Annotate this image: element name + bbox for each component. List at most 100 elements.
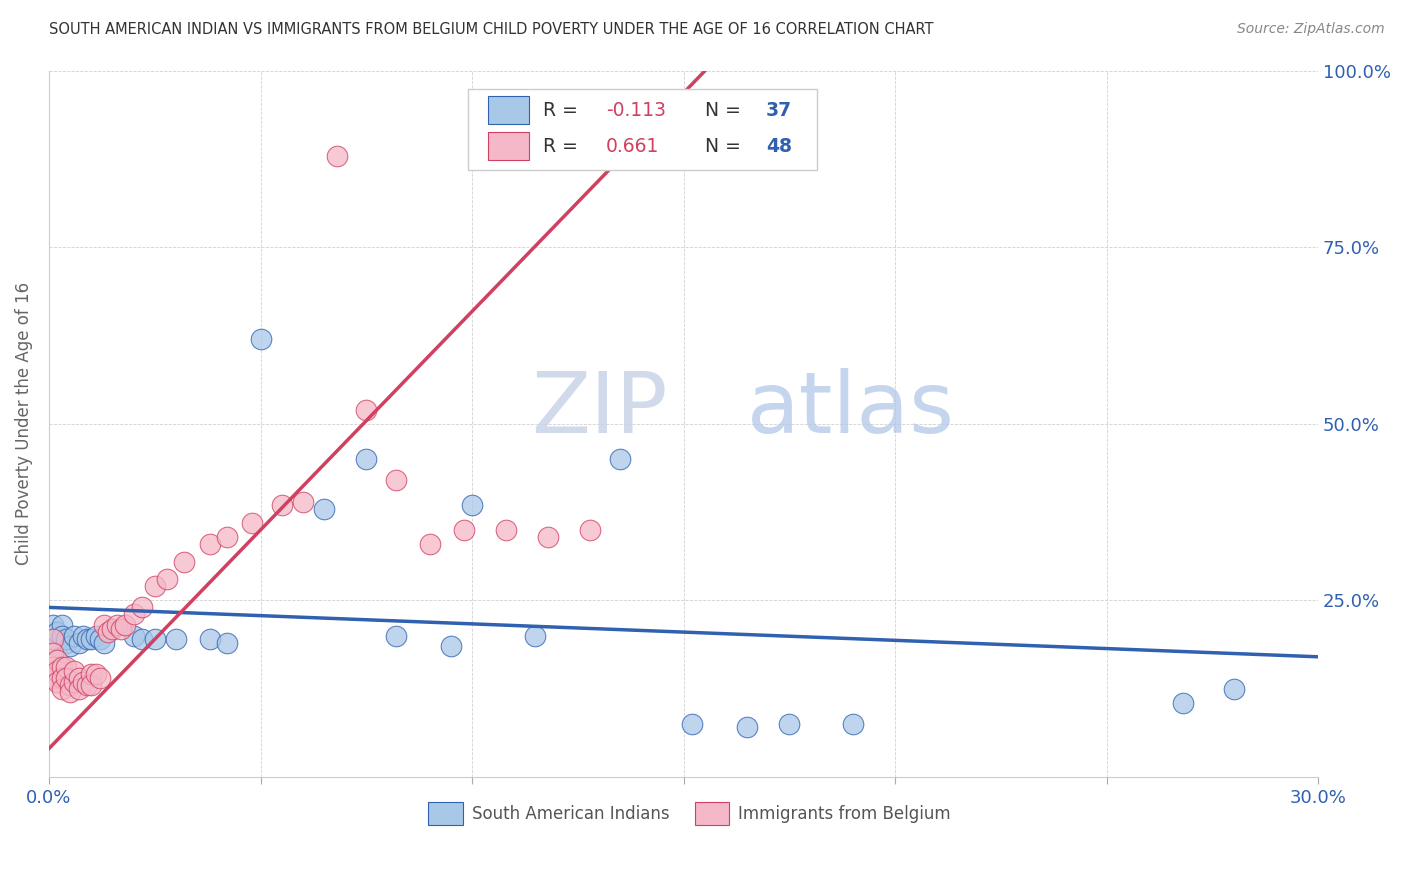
Point xyxy=(735,720,758,734)
Point xyxy=(59,678,82,692)
Point xyxy=(42,632,65,647)
Point xyxy=(579,523,602,537)
Point xyxy=(84,629,107,643)
Point xyxy=(59,685,82,699)
Point xyxy=(356,452,378,467)
Text: N =: N = xyxy=(706,137,747,156)
Point xyxy=(110,622,132,636)
Point xyxy=(89,632,111,647)
Point xyxy=(63,664,86,678)
Point xyxy=(46,625,69,640)
Point xyxy=(59,639,82,653)
Point xyxy=(385,629,408,643)
Point xyxy=(55,632,77,647)
Point xyxy=(76,632,98,647)
Point xyxy=(1171,696,1194,710)
Point xyxy=(537,530,560,544)
Point xyxy=(51,660,73,674)
Point xyxy=(46,674,69,689)
Point xyxy=(291,494,314,508)
Point xyxy=(198,537,221,551)
Point xyxy=(55,636,77,650)
Point xyxy=(51,618,73,632)
Point xyxy=(55,660,77,674)
Point xyxy=(356,402,378,417)
Point xyxy=(89,671,111,685)
Y-axis label: Child Poverty Under the Age of 16: Child Poverty Under the Age of 16 xyxy=(15,283,32,566)
Point xyxy=(84,667,107,681)
Text: 0.661: 0.661 xyxy=(606,137,659,156)
FancyBboxPatch shape xyxy=(468,88,817,169)
Point xyxy=(63,674,86,689)
Point xyxy=(325,149,347,163)
Point xyxy=(67,681,90,696)
Point xyxy=(1222,681,1244,696)
Point xyxy=(63,629,86,643)
Point xyxy=(46,664,69,678)
Text: 48: 48 xyxy=(766,137,792,156)
Point xyxy=(270,498,292,512)
Point xyxy=(93,636,115,650)
Point xyxy=(240,516,263,530)
Point xyxy=(51,671,73,685)
Point xyxy=(46,639,69,653)
Point xyxy=(97,625,120,640)
Point xyxy=(842,716,865,731)
Point xyxy=(46,653,69,667)
Point xyxy=(215,530,238,544)
FancyBboxPatch shape xyxy=(695,802,730,825)
Text: -0.113: -0.113 xyxy=(606,101,666,120)
Point xyxy=(312,501,335,516)
Text: R =: R = xyxy=(543,137,583,156)
Point xyxy=(72,674,94,689)
Point xyxy=(173,555,195,569)
Point xyxy=(122,607,145,622)
Point xyxy=(453,523,475,537)
Text: 37: 37 xyxy=(766,101,792,120)
Point xyxy=(461,498,484,512)
Point xyxy=(249,332,271,346)
Point xyxy=(215,636,238,650)
Point xyxy=(42,671,65,685)
Point xyxy=(609,452,631,467)
Point xyxy=(440,639,463,653)
FancyBboxPatch shape xyxy=(488,96,529,124)
Point xyxy=(156,572,179,586)
Text: R =: R = xyxy=(543,101,583,120)
Point xyxy=(80,632,103,647)
Point xyxy=(42,632,65,647)
Point xyxy=(42,660,65,674)
Text: South American Indians: South American Indians xyxy=(471,805,669,823)
Point xyxy=(72,629,94,643)
Point xyxy=(198,632,221,647)
Text: Source: ZipAtlas.com: Source: ZipAtlas.com xyxy=(1237,22,1385,37)
Point xyxy=(67,671,90,685)
Point xyxy=(524,629,547,643)
Point xyxy=(143,579,166,593)
Point xyxy=(93,618,115,632)
Point xyxy=(67,636,90,650)
Point xyxy=(495,523,517,537)
Point xyxy=(419,537,441,551)
Point xyxy=(105,618,128,632)
Point xyxy=(42,618,65,632)
FancyBboxPatch shape xyxy=(429,802,463,825)
Text: atlas: atlas xyxy=(747,368,955,451)
Text: ZIP: ZIP xyxy=(531,368,668,451)
Point xyxy=(165,632,187,647)
Point xyxy=(101,622,124,636)
Point xyxy=(51,681,73,696)
Point xyxy=(681,716,703,731)
Point xyxy=(76,678,98,692)
Text: N =: N = xyxy=(706,101,747,120)
Point xyxy=(385,474,408,488)
Text: Immigrants from Belgium: Immigrants from Belgium xyxy=(738,805,950,823)
Point xyxy=(131,600,153,615)
Point xyxy=(80,678,103,692)
Point xyxy=(114,618,136,632)
Point xyxy=(778,716,800,731)
Point xyxy=(51,629,73,643)
FancyBboxPatch shape xyxy=(488,132,529,160)
Text: SOUTH AMERICAN INDIAN VS IMMIGRANTS FROM BELGIUM CHILD POVERTY UNDER THE AGE OF : SOUTH AMERICAN INDIAN VS IMMIGRANTS FROM… xyxy=(49,22,934,37)
Point xyxy=(42,646,65,660)
